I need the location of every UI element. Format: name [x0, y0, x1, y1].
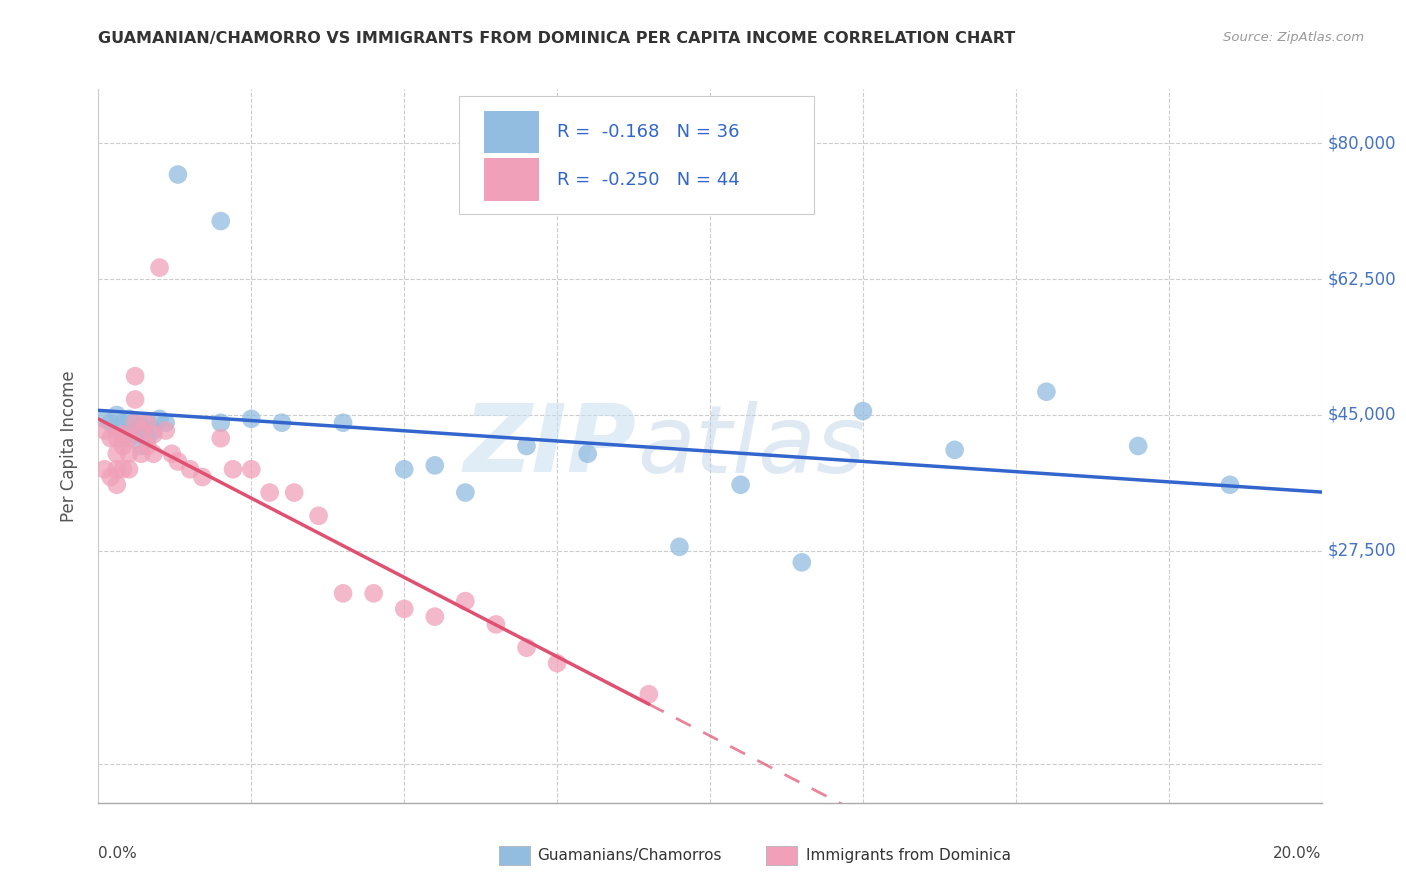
Text: $27,500: $27,500 — [1327, 541, 1396, 559]
Point — [283, 485, 305, 500]
Point — [943, 442, 966, 457]
Point — [1219, 477, 1241, 491]
Point — [136, 416, 159, 430]
FancyBboxPatch shape — [460, 96, 814, 214]
Point — [160, 447, 183, 461]
Point — [1035, 384, 1057, 399]
Point — [100, 416, 122, 430]
Text: R =  -0.168   N = 36: R = -0.168 N = 36 — [557, 123, 740, 141]
Point — [100, 470, 122, 484]
Point — [332, 586, 354, 600]
Point — [111, 439, 134, 453]
Point — [105, 431, 128, 445]
Text: Source: ZipAtlas.com: Source: ZipAtlas.com — [1223, 31, 1364, 45]
Point — [124, 369, 146, 384]
Text: atlas: atlas — [637, 401, 865, 491]
Point — [270, 416, 292, 430]
Point — [118, 447, 141, 461]
Point — [111, 427, 134, 442]
Point — [111, 431, 134, 445]
Point — [93, 462, 115, 476]
Text: 20.0%: 20.0% — [1274, 846, 1322, 861]
Point — [852, 404, 875, 418]
Point — [124, 416, 146, 430]
Text: Immigrants from Dominica: Immigrants from Dominica — [806, 848, 1011, 863]
Point — [155, 416, 177, 430]
Point — [209, 214, 232, 228]
Point — [308, 508, 330, 523]
Text: 0.0%: 0.0% — [98, 846, 138, 861]
Point — [1128, 439, 1150, 453]
Text: ZIP: ZIP — [464, 400, 637, 492]
Point — [93, 412, 115, 426]
Point — [191, 470, 214, 484]
Text: Guamanians/Chamorros: Guamanians/Chamorros — [537, 848, 721, 863]
FancyBboxPatch shape — [484, 111, 538, 153]
Point — [118, 431, 141, 445]
Point — [105, 462, 128, 476]
Point — [142, 447, 165, 461]
Point — [668, 540, 690, 554]
Point — [363, 586, 385, 600]
Point — [149, 412, 172, 426]
Point — [454, 485, 477, 500]
Point — [142, 427, 165, 442]
Point — [454, 594, 477, 608]
Text: $62,500: $62,500 — [1327, 270, 1396, 288]
Point — [142, 424, 165, 438]
Point — [124, 416, 146, 430]
Point — [167, 168, 190, 182]
Point — [136, 439, 159, 453]
Point — [136, 431, 159, 445]
Point — [423, 609, 446, 624]
Point — [730, 477, 752, 491]
Point — [129, 419, 152, 434]
Point — [790, 555, 813, 569]
Point — [111, 462, 134, 476]
Point — [546, 656, 568, 670]
Point — [105, 408, 128, 422]
Point — [167, 454, 190, 468]
Point — [259, 485, 281, 500]
Y-axis label: Per Capita Income: Per Capita Income — [59, 370, 77, 522]
Point — [423, 458, 446, 473]
Point — [179, 462, 201, 476]
Point — [124, 392, 146, 407]
Point — [118, 424, 141, 438]
Point — [637, 687, 661, 701]
Point — [392, 602, 416, 616]
Point — [105, 424, 128, 438]
Text: $80,000: $80,000 — [1327, 135, 1396, 153]
Point — [222, 462, 245, 476]
Point — [149, 260, 172, 275]
Point — [129, 439, 152, 453]
Point — [209, 416, 232, 430]
Point — [105, 447, 128, 461]
Point — [576, 447, 599, 461]
Point — [240, 462, 263, 476]
Point — [516, 640, 538, 655]
Point — [332, 416, 354, 430]
Point — [516, 439, 538, 453]
Point — [129, 447, 152, 461]
FancyBboxPatch shape — [484, 159, 538, 202]
Point — [485, 617, 508, 632]
Text: R =  -0.250   N = 44: R = -0.250 N = 44 — [557, 171, 740, 189]
Point — [105, 477, 128, 491]
Point — [118, 412, 141, 426]
Point — [129, 424, 152, 438]
Point — [118, 462, 141, 476]
Text: $45,000: $45,000 — [1327, 406, 1396, 424]
Point — [240, 412, 263, 426]
Point — [209, 431, 232, 445]
Point — [124, 427, 146, 442]
Point — [111, 416, 134, 430]
Point — [93, 424, 115, 438]
Text: GUAMANIAN/CHAMORRO VS IMMIGRANTS FROM DOMINICA PER CAPITA INCOME CORRELATION CHA: GUAMANIAN/CHAMORRO VS IMMIGRANTS FROM DO… — [98, 31, 1015, 46]
Point — [155, 424, 177, 438]
Point — [392, 462, 416, 476]
Point — [136, 416, 159, 430]
Point — [100, 431, 122, 445]
